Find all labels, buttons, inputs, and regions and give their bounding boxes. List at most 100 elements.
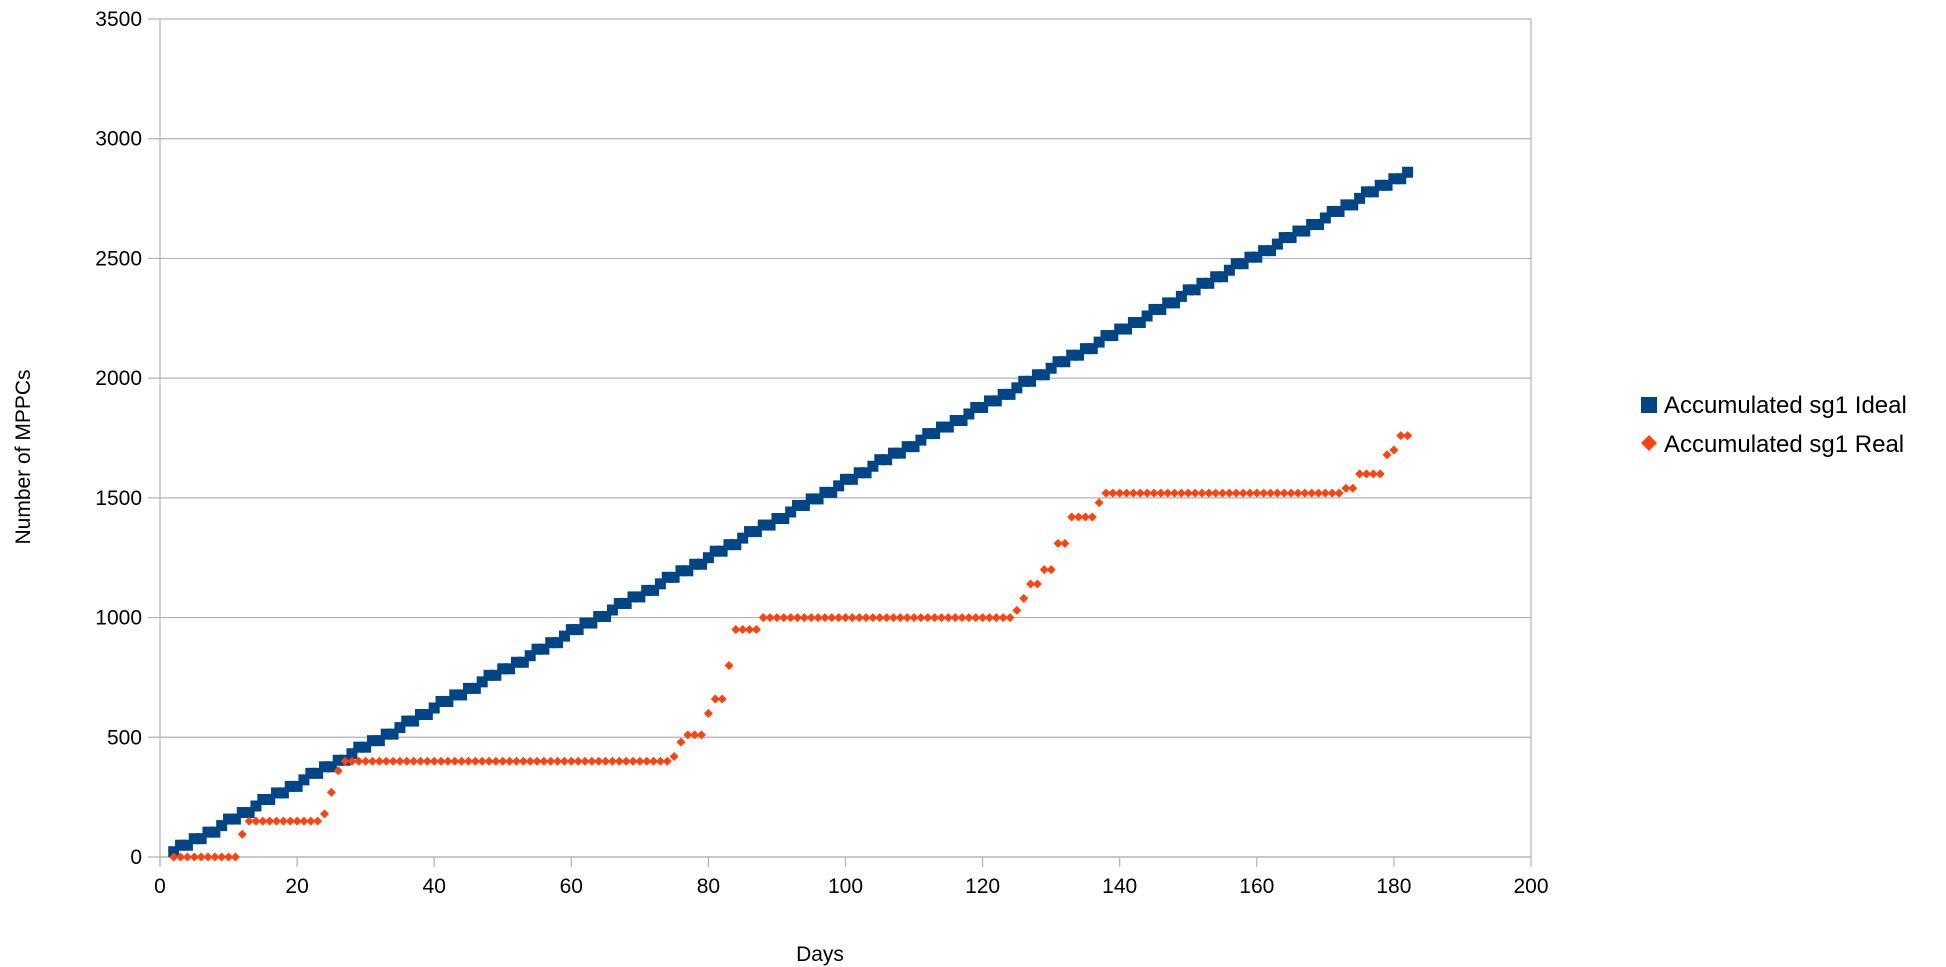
ideal-point xyxy=(661,571,673,583)
real-point xyxy=(361,756,371,766)
ideal-point xyxy=(1340,199,1352,211)
real-point xyxy=(738,625,748,635)
real-point xyxy=(299,816,309,826)
real-point xyxy=(409,756,419,766)
real-point xyxy=(772,613,782,623)
real-point xyxy=(1108,488,1118,498)
ideal-point xyxy=(1312,219,1324,231)
real-point xyxy=(943,613,953,623)
real-point xyxy=(1122,488,1132,498)
real-point xyxy=(1238,488,1248,498)
real-point xyxy=(1197,488,1207,498)
ideal-point xyxy=(1189,284,1201,296)
real-point xyxy=(546,756,556,766)
real-point xyxy=(1080,512,1090,522)
real-point xyxy=(587,756,597,766)
ideal-point xyxy=(435,695,447,707)
ideal-point xyxy=(1285,232,1297,244)
ideal-point xyxy=(949,415,961,427)
real-point xyxy=(1046,565,1056,575)
ideal-point xyxy=(332,754,344,766)
real-point xyxy=(553,756,563,766)
real-point xyxy=(649,756,659,766)
ideal-point xyxy=(1217,271,1229,283)
ideal-point xyxy=(442,695,454,707)
ideal-point xyxy=(956,415,968,427)
ideal-point xyxy=(401,715,413,727)
ideal-point xyxy=(586,617,598,629)
real-point xyxy=(1176,488,1186,498)
ideal-point xyxy=(325,761,337,773)
real-point xyxy=(1375,469,1385,479)
ideal-point xyxy=(572,624,584,636)
legend: Accumulated sg1 Ideal Accumulated sg1 Re… xyxy=(1641,392,1907,458)
real-point xyxy=(930,613,940,623)
ideal-point xyxy=(668,571,680,583)
real-point xyxy=(477,756,487,766)
ideal-point xyxy=(778,513,790,525)
real-point xyxy=(731,625,741,635)
ideal-point xyxy=(1319,212,1331,224)
ideal-point xyxy=(1045,362,1057,374)
y-tick-label: 500 xyxy=(107,726,142,749)
y-tick-label: 1000 xyxy=(95,607,142,630)
real-point xyxy=(1067,512,1077,522)
ideal-point xyxy=(353,741,365,753)
real-point xyxy=(950,613,960,623)
ideal-point xyxy=(531,643,543,655)
ideal-point xyxy=(229,813,241,825)
real-point xyxy=(1218,488,1228,498)
ideal-point xyxy=(702,552,714,564)
legend-label-real: Accumulated sg1 Real xyxy=(1664,431,1904,458)
ideal-point xyxy=(1258,245,1270,257)
real-point xyxy=(868,613,878,623)
real-point xyxy=(847,613,857,623)
real-point xyxy=(662,756,672,766)
ideal-point xyxy=(785,506,797,518)
legend-diamond-marker xyxy=(1641,435,1657,451)
real-point xyxy=(1403,431,1413,441)
ideal-point xyxy=(1354,192,1366,204)
real-point xyxy=(251,816,261,826)
ideal-point xyxy=(682,565,694,577)
real-point xyxy=(895,613,905,623)
y-tick-label: 3000 xyxy=(95,128,142,151)
real-point xyxy=(834,613,844,623)
real-point xyxy=(710,694,720,704)
ideal-point xyxy=(312,767,324,779)
ideal-point xyxy=(1059,356,1071,368)
real-point xyxy=(1142,488,1152,498)
real-point xyxy=(916,613,926,623)
ideal-point xyxy=(593,611,605,623)
real-point xyxy=(1327,488,1337,498)
real-point xyxy=(1026,579,1036,589)
gridlines xyxy=(148,18,1531,858)
real-point xyxy=(525,756,535,766)
real-point xyxy=(237,829,247,839)
ideal-point xyxy=(181,839,193,851)
ideal-point xyxy=(291,780,303,792)
real-point xyxy=(1032,579,1042,589)
real-point xyxy=(628,756,638,766)
real-point xyxy=(909,613,919,623)
ideal-point xyxy=(209,826,221,838)
ideal-point xyxy=(476,676,488,688)
ideal-point xyxy=(387,728,399,740)
ideal-point xyxy=(942,421,954,433)
ideal-point xyxy=(538,643,550,655)
real-point xyxy=(1074,512,1084,522)
x-tick-label: 40 xyxy=(423,875,446,898)
real-point xyxy=(841,613,850,623)
real-point xyxy=(1231,488,1241,498)
ideal-point xyxy=(935,421,947,433)
real-point xyxy=(594,756,604,766)
real-point xyxy=(601,756,611,766)
y-tick-label: 1500 xyxy=(95,487,142,510)
real-point xyxy=(333,766,343,776)
ideal-point xyxy=(1251,251,1263,263)
real-point xyxy=(1183,488,1193,498)
ideal-point xyxy=(264,793,276,805)
real-point xyxy=(1087,512,1097,522)
ideal-point xyxy=(1134,317,1146,329)
ideal-point xyxy=(545,637,557,649)
